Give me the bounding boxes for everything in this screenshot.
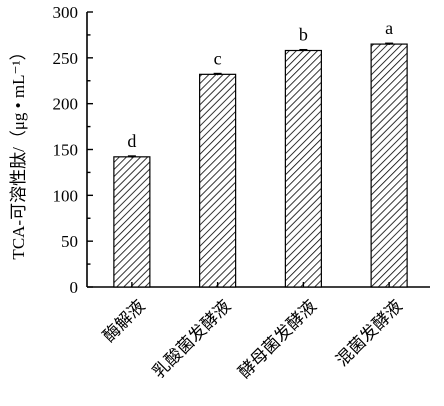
bar-4 — [370, 43, 408, 288]
x-tick-label-1: 酶解液 — [99, 296, 149, 346]
y-tick-label-250: 250 — [53, 49, 79, 68]
bar-2 — [199, 73, 237, 288]
y-tick-label-300: 300 — [53, 3, 79, 22]
significance-label-3: b — [299, 25, 308, 45]
y-tick-label-50: 50 — [61, 232, 78, 251]
x-tick-label-4: 混菌发酵液 — [332, 296, 406, 370]
x-tick-label-3: 酵母菌发酵液 — [235, 296, 321, 382]
significance-label-4: a — [385, 18, 393, 38]
bar-3 — [284, 49, 322, 288]
bar-1 — [113, 156, 151, 288]
significance-label-2: c — [214, 48, 222, 68]
plot-area: 0 50 100 150 200 250 300 d 酶解液 c 乳酸菌发酵液 b 酵母菌发酵液 a 混菌发… — [53, 3, 430, 383]
significance-label-1: d — [127, 131, 136, 151]
x-tick-label-2: 乳酸菌发酵液 — [149, 296, 235, 382]
y-axis-label: TCA-可溶性肽/（μg • mL⁻¹） — [9, 43, 28, 259]
y-tick-label-0: 0 — [70, 278, 79, 297]
y-tick-label-200: 200 — [53, 95, 79, 114]
y-tick-label-100: 100 — [53, 186, 79, 205]
y-tick-label-150: 150 — [53, 141, 79, 160]
